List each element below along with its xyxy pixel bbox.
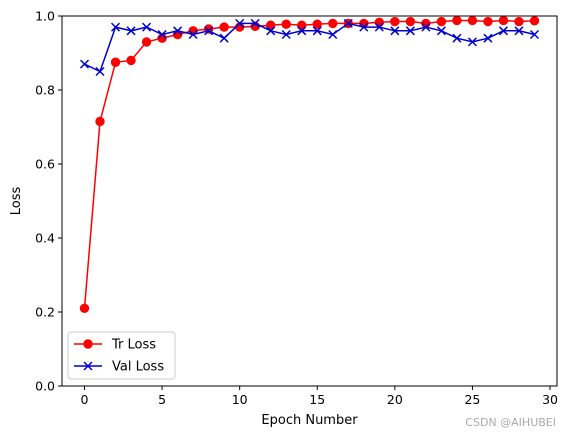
val-loss-point bbox=[328, 29, 338, 40]
tr-loss-point bbox=[374, 17, 385, 27]
x-tick-label: 10 bbox=[232, 392, 248, 407]
val-loss-point bbox=[126, 26, 136, 36]
val-loss-point bbox=[204, 26, 214, 36]
tr-loss-point bbox=[529, 16, 540, 26]
val-loss-point bbox=[188, 29, 198, 40]
val-loss-point bbox=[436, 26, 446, 36]
legend-label-tr-loss: Tr Loss bbox=[111, 338, 156, 353]
x-axis-label: Epoch Number bbox=[261, 413, 358, 428]
val-loss-point bbox=[390, 26, 400, 36]
x-tick-label: 5 bbox=[158, 392, 166, 407]
legend-label-val-loss: Val Loss bbox=[112, 360, 164, 375]
y-tick-label: 0.2 bbox=[35, 305, 55, 320]
val-loss-point bbox=[142, 22, 152, 32]
tr-loss-point bbox=[498, 15, 509, 26]
y-tick-label: 1.0 bbox=[35, 9, 55, 24]
tr-loss-point bbox=[297, 20, 307, 30]
val-loss-point bbox=[529, 29, 540, 40]
val-loss-point bbox=[483, 33, 493, 43]
tr-loss-point bbox=[110, 57, 121, 67]
val-loss-point bbox=[359, 22, 369, 32]
legend-marker-val-loss bbox=[83, 361, 93, 371]
x-tick-label: 0 bbox=[81, 392, 89, 407]
tr-loss-point bbox=[405, 16, 416, 27]
val-loss-point bbox=[111, 22, 121, 32]
val-loss-point bbox=[95, 66, 105, 77]
val-loss-point bbox=[266, 26, 276, 36]
y-tick-label: 0.4 bbox=[35, 231, 55, 246]
tr-loss-point bbox=[281, 19, 291, 29]
y-tick-label: 0.8 bbox=[35, 83, 55, 98]
y-axis-label: Loss bbox=[9, 187, 24, 216]
x-tick-label: 15 bbox=[309, 392, 325, 407]
val-loss-point bbox=[79, 59, 90, 69]
x-tick-label: 20 bbox=[387, 392, 403, 407]
tr-loss-point bbox=[467, 15, 478, 26]
tr-loss-point bbox=[266, 20, 276, 30]
val-loss-point bbox=[312, 26, 322, 36]
x-tick-label: 25 bbox=[464, 392, 480, 407]
val-loss-point bbox=[405, 26, 415, 36]
legend-item-tr-loss: Tr Loss bbox=[74, 338, 156, 353]
val-loss-line bbox=[84, 22, 535, 73]
val-loss-point bbox=[235, 18, 245, 28]
legend: Tr Loss Val Loss bbox=[67, 331, 176, 380]
tr-loss-point bbox=[328, 18, 338, 29]
tr-loss-point bbox=[141, 37, 152, 47]
val-loss-point bbox=[343, 18, 353, 28]
ticks-layer: 0 5 10 15 20 25 30 0.0 0.2 0.4 0.6 0.8 1.0 bbox=[35, 9, 558, 408]
tr-loss-point bbox=[79, 303, 90, 313]
tr-loss-point bbox=[514, 16, 524, 27]
series-layer bbox=[79, 15, 540, 313]
val-loss-point bbox=[281, 29, 291, 40]
val-loss-point bbox=[467, 37, 477, 47]
x-tick-label: 30 bbox=[542, 392, 558, 407]
y-tick-label: 0.6 bbox=[35, 157, 55, 172]
val-loss-point bbox=[219, 33, 229, 43]
series-val-loss bbox=[79, 18, 540, 77]
plot-background bbox=[62, 16, 557, 386]
val-loss-point bbox=[498, 26, 508, 36]
series-tr-loss bbox=[79, 15, 540, 313]
y-tick-label: 0.0 bbox=[35, 379, 55, 394]
val-loss-point bbox=[374, 22, 384, 32]
plot-frame bbox=[61, 15, 558, 387]
tr-loss-point bbox=[390, 16, 400, 27]
legend-marker-tr-loss bbox=[83, 339, 93, 349]
legend-item-val-loss: Val Loss bbox=[74, 360, 164, 375]
tr-loss-point bbox=[126, 55, 136, 66]
tr-loss-point bbox=[436, 16, 447, 27]
tr-loss-point bbox=[312, 19, 322, 29]
val-loss-point bbox=[173, 26, 183, 36]
tr-loss-point bbox=[452, 15, 462, 26]
tr-loss-point bbox=[95, 116, 105, 127]
val-loss-point bbox=[514, 26, 524, 36]
watermark: CSDN @AIHUBEI bbox=[465, 416, 556, 429]
val-loss-point bbox=[157, 29, 167, 40]
tr-loss-point bbox=[483, 16, 493, 27]
val-loss-point bbox=[250, 18, 260, 28]
tr-loss-point bbox=[219, 22, 229, 32]
val-loss-point bbox=[297, 26, 307, 36]
val-loss-point bbox=[421, 22, 431, 32]
val-loss-point bbox=[452, 33, 462, 43]
